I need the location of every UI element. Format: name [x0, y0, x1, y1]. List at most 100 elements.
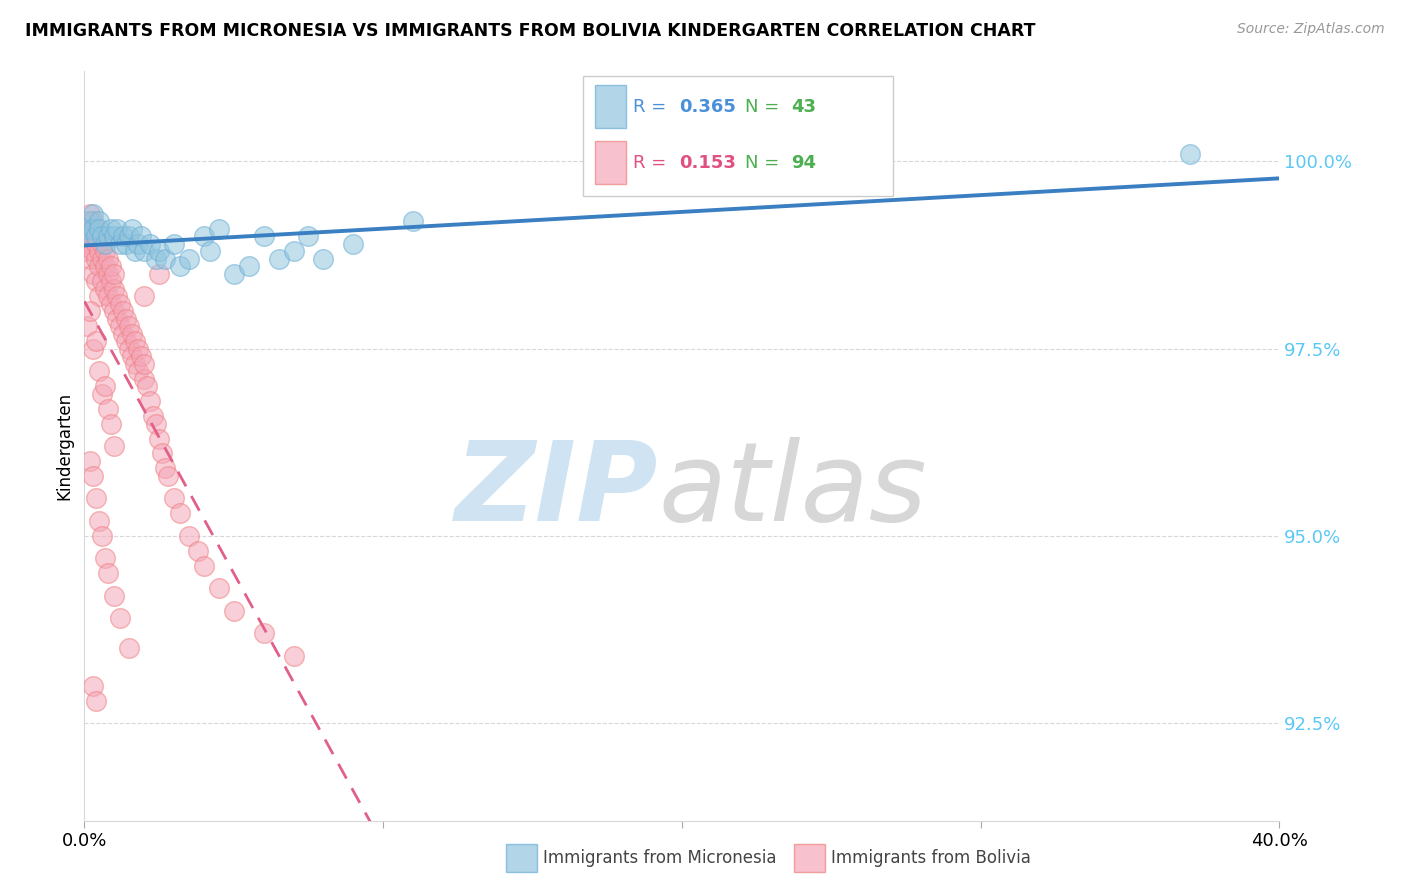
- Point: [297, 229, 319, 244]
- Text: R =: R =: [633, 153, 672, 171]
- Point: [89, 259, 111, 273]
- Point: [97, 252, 120, 266]
- Point: [79, 252, 101, 266]
- Point: [94, 379, 117, 393]
- Point: [82, 679, 104, 693]
- Point: [100, 221, 122, 235]
- Point: [97, 401, 120, 416]
- Point: [103, 267, 125, 281]
- Point: [89, 289, 111, 303]
- Text: IMMIGRANTS FROM MICRONESIA VS IMMIGRANTS FROM BOLIVIA KINDERGARTEN CORRELATION C: IMMIGRANTS FROM MICRONESIA VS IMMIGRANTS…: [25, 22, 1036, 40]
- Point: [82, 229, 104, 244]
- Point: [253, 626, 276, 640]
- Point: [148, 267, 170, 281]
- Point: [115, 236, 138, 251]
- Point: [283, 648, 305, 663]
- Point: [169, 507, 191, 521]
- Point: [169, 259, 191, 273]
- Point: [91, 529, 114, 543]
- Point: [91, 252, 114, 266]
- Point: [118, 342, 141, 356]
- Point: [129, 229, 152, 244]
- Point: [86, 694, 108, 708]
- Point: [86, 274, 108, 288]
- Point: [76, 319, 98, 334]
- Point: [79, 454, 101, 468]
- Point: [129, 349, 152, 363]
- Point: [127, 364, 149, 378]
- Point: [82, 267, 104, 281]
- Point: [127, 236, 149, 251]
- Text: 94: 94: [792, 153, 817, 171]
- Point: [1178, 146, 1201, 161]
- Point: [94, 236, 117, 251]
- Point: [187, 544, 209, 558]
- Point: [112, 229, 135, 244]
- Point: [110, 236, 132, 251]
- Point: [91, 386, 114, 401]
- Point: [89, 244, 111, 259]
- Point: [103, 304, 125, 318]
- Point: [145, 417, 167, 431]
- Point: [76, 229, 98, 244]
- Point: [157, 469, 180, 483]
- Point: [283, 244, 305, 259]
- Text: ZIP: ZIP: [454, 437, 658, 544]
- Point: [124, 357, 146, 371]
- Point: [100, 259, 122, 273]
- Point: [112, 326, 135, 341]
- Point: [76, 221, 98, 235]
- Point: [94, 282, 117, 296]
- Text: Immigrants from Micronesia: Immigrants from Micronesia: [543, 849, 776, 867]
- Point: [402, 214, 425, 228]
- Point: [153, 252, 176, 266]
- Y-axis label: Kindergarten: Kindergarten: [55, 392, 73, 500]
- Point: [110, 296, 132, 310]
- Point: [121, 326, 143, 341]
- Point: [342, 236, 364, 251]
- Point: [86, 221, 108, 235]
- Point: [103, 439, 125, 453]
- Point: [94, 259, 117, 273]
- Point: [148, 244, 170, 259]
- Point: [82, 342, 104, 356]
- Point: [177, 529, 200, 543]
- Point: [145, 252, 167, 266]
- Point: [82, 244, 104, 259]
- Point: [89, 229, 111, 244]
- Point: [163, 491, 186, 506]
- Point: [132, 357, 156, 371]
- Point: [208, 582, 231, 596]
- Point: [79, 214, 101, 228]
- Point: [110, 611, 132, 625]
- Point: [312, 252, 335, 266]
- Point: [193, 558, 215, 573]
- Point: [82, 221, 104, 235]
- Point: [153, 461, 176, 475]
- Point: [253, 229, 276, 244]
- Text: 43: 43: [792, 98, 817, 116]
- Point: [177, 252, 200, 266]
- Point: [79, 229, 101, 244]
- Point: [89, 514, 111, 528]
- Point: [86, 236, 108, 251]
- Point: [105, 289, 128, 303]
- Point: [139, 236, 162, 251]
- Point: [163, 236, 186, 251]
- Point: [91, 229, 114, 244]
- Point: [222, 604, 245, 618]
- Point: [97, 229, 120, 244]
- Point: [86, 334, 108, 348]
- Point: [132, 371, 156, 385]
- Point: [222, 267, 245, 281]
- Point: [115, 334, 138, 348]
- Point: [91, 274, 114, 288]
- Text: R =: R =: [633, 98, 672, 116]
- Point: [86, 252, 108, 266]
- Point: [97, 566, 120, 581]
- Point: [97, 289, 120, 303]
- Point: [121, 221, 143, 235]
- Point: [198, 244, 221, 259]
- Point: [86, 491, 108, 506]
- Point: [89, 214, 111, 228]
